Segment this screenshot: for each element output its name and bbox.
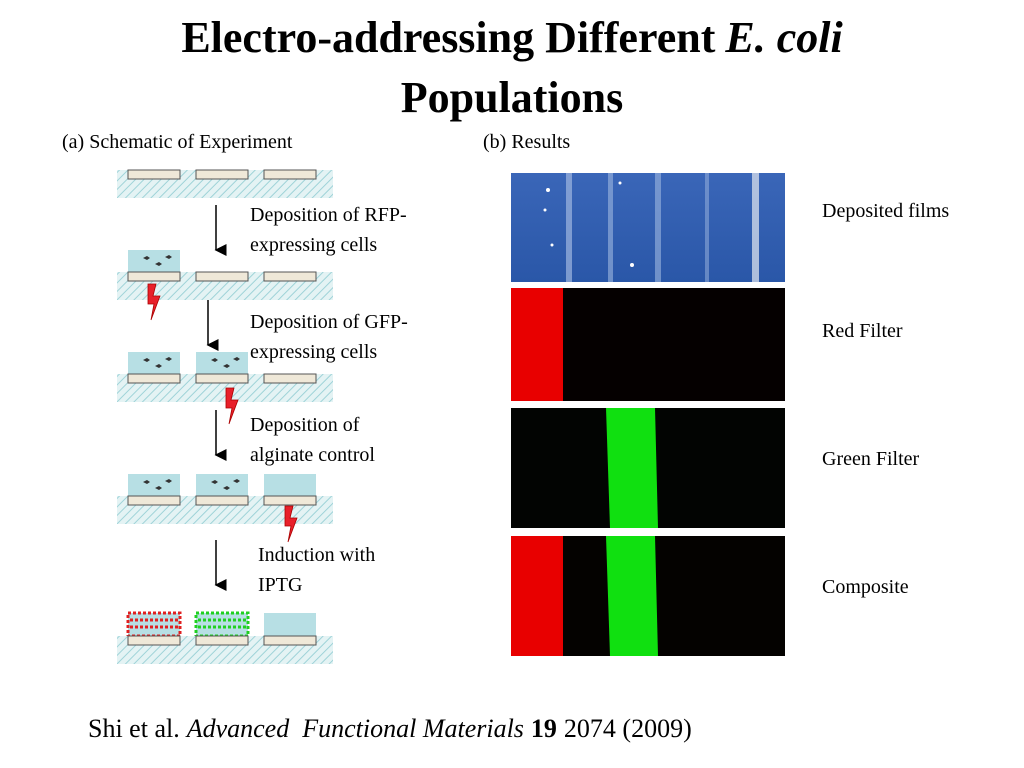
row-label: Red Filter <box>822 320 903 342</box>
step-text: Deposition of GFP- <box>250 311 408 333</box>
title-italic: E. coli <box>724 13 843 62</box>
panel-label: (a) Schematic of Experiment <box>62 131 293 153</box>
step-text: expressing cells <box>250 234 377 256</box>
citation-authors: Shi et al. <box>88 714 180 743</box>
title-line1: Electro-addressing Different E. coli <box>181 13 843 62</box>
citation-volume: 19 <box>531 714 557 743</box>
citation: Shi et al. Advanced Functional Materials 1… <box>88 714 692 743</box>
step-text: Induction with <box>258 544 375 566</box>
title-line2: Populations <box>401 73 624 122</box>
row-label: Composite <box>822 576 909 598</box>
step-text: IPTG <box>258 574 302 596</box>
step-texts: Deposition of RFP- expressing cells Depo… <box>250 204 408 596</box>
title-text: Electro-addressing Different <box>181 13 715 62</box>
step-text: expressing cells <box>250 341 377 363</box>
schematic <box>116 169 334 665</box>
step-text: Deposition of RFP- <box>250 204 407 226</box>
panel-label: (b) Results <box>483 131 570 153</box>
row-label: Deposited films <box>822 200 949 222</box>
citation-journal: Advanced Functional Materials <box>185 714 524 743</box>
row-label: Green Filter <box>822 448 920 470</box>
step-text: alginate control <box>250 444 375 466</box>
result-images <box>511 173 785 656</box>
step-text: Deposition of <box>250 414 360 436</box>
citation-rest: 2074 (2009) <box>564 714 692 743</box>
